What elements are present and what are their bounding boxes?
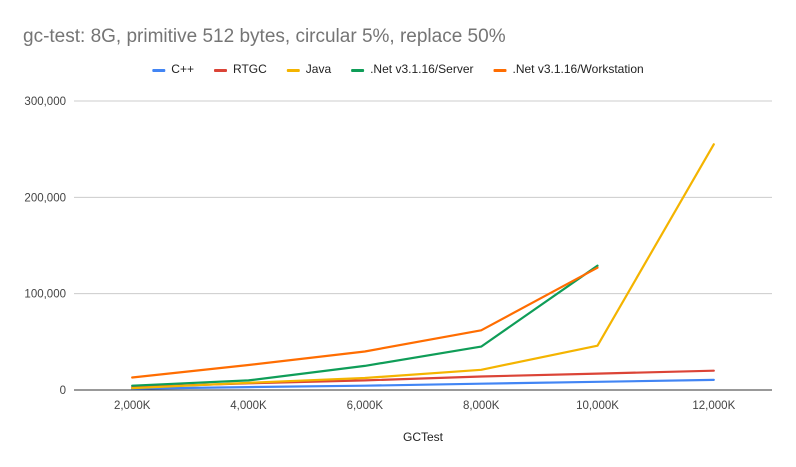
y-tick-label: 300,000 xyxy=(24,96,66,108)
legend-item: RTGC xyxy=(214,62,267,76)
legend-label: Java xyxy=(306,62,332,76)
gridlines xyxy=(74,100,772,391)
x-tick-label: 10,000K xyxy=(576,400,619,412)
legend-label: .Net v3.1.16/Workstation xyxy=(513,62,644,76)
legend-swatch xyxy=(286,69,300,72)
x-tick-label: 8,000K xyxy=(463,400,500,412)
x-tick-label: 6,000K xyxy=(347,400,384,412)
x-tick-label: 2,000K xyxy=(114,400,151,412)
series-line-0 xyxy=(131,378,715,390)
legend-label: C++ xyxy=(171,62,194,76)
y-axis-ticks: 0 100,000 200,000 300,000 xyxy=(24,96,66,397)
series-line-4 xyxy=(131,266,599,379)
y-tick-label: 200,000 xyxy=(24,192,66,204)
chart-title: gc-test: 8G, primitive 512 bytes, circul… xyxy=(23,26,506,47)
series-lines xyxy=(131,143,715,390)
y-tick-label: 100,000 xyxy=(24,289,66,301)
legend-swatch xyxy=(493,69,507,72)
x-tick-label: 12,000K xyxy=(692,400,735,412)
x-tick-label: 4,000K xyxy=(230,400,267,412)
series-line-3 xyxy=(131,264,599,387)
legend-item: C++ xyxy=(152,62,194,76)
legend-item: Java xyxy=(286,62,332,76)
x-axis-ticks: 2,000K 4,000K 6,000K 8,000K 10,000K 12,000K xyxy=(114,400,736,412)
legend-swatch xyxy=(152,69,166,72)
series-line-2 xyxy=(131,143,715,390)
legend-swatch xyxy=(214,69,227,72)
y-tick-label: 0 xyxy=(60,385,66,397)
x-axis-title: GCTest xyxy=(403,430,444,444)
legend-item: .Net v3.1.16/Workstation xyxy=(493,62,644,76)
legend-label: RTGC xyxy=(233,62,267,76)
legend-label: .Net v3.1.16/Server xyxy=(370,62,473,76)
legend-swatch xyxy=(351,69,365,72)
legend-item: .Net v3.1.16/Server xyxy=(351,62,473,76)
legend: C++ RTGC Java .Net v3.1.16/Server .Net v3.1.… xyxy=(152,62,644,76)
